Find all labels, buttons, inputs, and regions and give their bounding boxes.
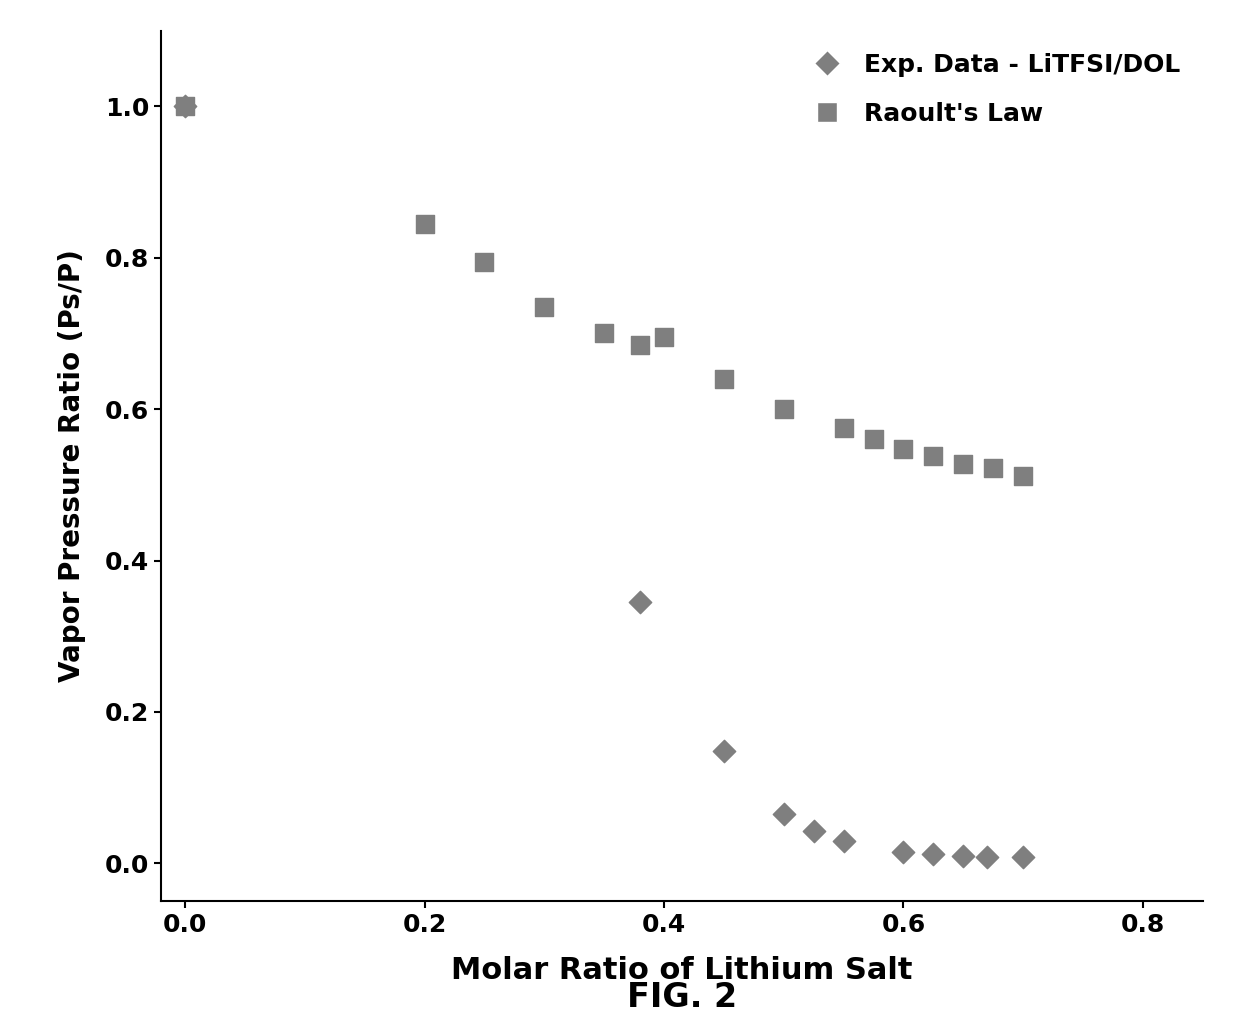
- Exp. Data - LiTFSI/DOL: [175, 98, 195, 115]
- Exp. Data - LiTFSI/DOL: [894, 844, 914, 860]
- Exp. Data - LiTFSI/DOL: [804, 822, 823, 839]
- Raoult's Law: [774, 401, 794, 418]
- Raoult's Law: [863, 431, 883, 447]
- X-axis label: Molar Ratio of Lithium Salt: Molar Ratio of Lithium Salt: [451, 956, 913, 985]
- Raoult's Law: [833, 420, 853, 436]
- Raoult's Law: [594, 326, 614, 342]
- Y-axis label: Vapor Pressure Ratio (Ps/P): Vapor Pressure Ratio (Ps/P): [57, 250, 86, 682]
- Raoult's Law: [983, 460, 1003, 476]
- Exp. Data - LiTFSI/DOL: [630, 594, 650, 610]
- Raoult's Law: [954, 456, 973, 472]
- Legend: Exp. Data - LiTFSI/DOL, Raoult's Law: Exp. Data - LiTFSI/DOL, Raoult's Law: [791, 43, 1190, 136]
- Raoult's Law: [534, 299, 554, 315]
- Raoult's Law: [630, 337, 650, 353]
- Raoult's Law: [655, 329, 675, 345]
- Raoult's Law: [175, 98, 195, 115]
- Exp. Data - LiTFSI/DOL: [833, 833, 853, 849]
- Exp. Data - LiTFSI/DOL: [714, 743, 734, 760]
- Exp. Data - LiTFSI/DOL: [954, 848, 973, 864]
- Exp. Data - LiTFSI/DOL: [1013, 849, 1033, 865]
- Text: FIG. 2: FIG. 2: [627, 981, 737, 1014]
- Exp. Data - LiTFSI/DOL: [774, 806, 794, 822]
- Exp. Data - LiTFSI/DOL: [924, 846, 944, 862]
- Raoult's Law: [924, 447, 944, 464]
- Raoult's Law: [414, 215, 434, 231]
- Raoult's Law: [1013, 468, 1033, 484]
- Raoult's Law: [714, 371, 734, 387]
- Raoult's Law: [475, 253, 495, 269]
- Exp. Data - LiTFSI/DOL: [977, 849, 997, 865]
- Raoult's Law: [894, 440, 914, 457]
